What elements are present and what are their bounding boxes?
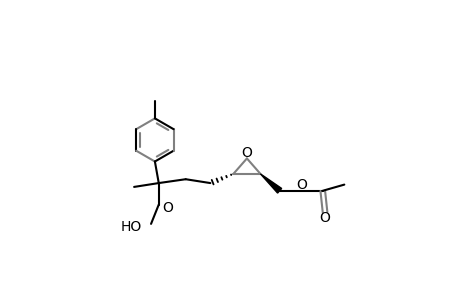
Text: O: O <box>241 146 252 160</box>
Text: O: O <box>162 201 172 215</box>
Polygon shape <box>260 174 281 193</box>
Text: O: O <box>295 178 306 192</box>
Text: HO: HO <box>120 220 141 234</box>
Text: O: O <box>319 212 330 226</box>
